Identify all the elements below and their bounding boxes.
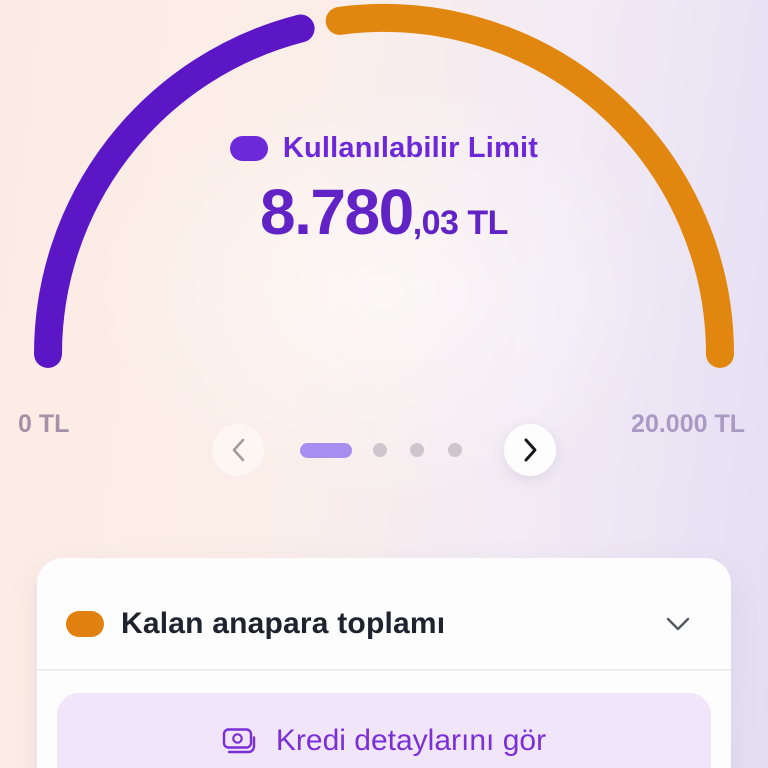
chevron-down-icon — [666, 617, 690, 631]
remaining-principal-header[interactable]: Kalan anapara toplamı — [37, 558, 731, 669]
chevron-left-icon — [232, 438, 244, 462]
gauge-center: Kullanılabilir Limit 8.780,03 TL — [0, 132, 768, 249]
carousel-dot-active[interactable] — [300, 443, 352, 458]
amount-fraction: ,03 TL — [412, 204, 509, 242]
loan-summary-card: Kalan anapara toplamı Kredi detaylarını … — [37, 558, 731, 768]
gauge-title-row: Kullanılabilir Limit — [0, 132, 768, 165]
carousel-dot[interactable] — [373, 443, 387, 457]
gauge-title: Kullanılabilir Limit — [282, 132, 539, 164]
chevron-right-icon — [524, 438, 536, 462]
available-limit-bullet-icon — [229, 136, 268, 161]
remaining-principal-label: Kalan anapara toplamı — [121, 607, 446, 640]
carousel-dot[interactable] — [410, 443, 424, 457]
carousel-next-button[interactable] — [504, 424, 556, 476]
gauge-min-label: 0 TL — [18, 410, 70, 438]
available-limit-amount: 8.780,03 TL — [0, 175, 768, 249]
amount-main: 8.780 — [260, 176, 414, 248]
credit-details-button[interactable]: Kredi detaylarını gör — [57, 693, 711, 768]
gauge-scale-labels: 0 TL 20.000 TL — [18, 410, 745, 439]
banknote-icon — [222, 728, 256, 754]
gauge-max-label: 20.000 TL — [631, 410, 745, 438]
remaining-principal-bullet-icon — [66, 611, 104, 637]
credit-details-label: Kredi detaylarını gör — [275, 724, 547, 757]
carousel-prev-button[interactable] — [212, 424, 264, 476]
divider — [37, 669, 731, 671]
carousel-controls — [0, 424, 768, 477]
carousel-dot[interactable] — [448, 443, 462, 457]
